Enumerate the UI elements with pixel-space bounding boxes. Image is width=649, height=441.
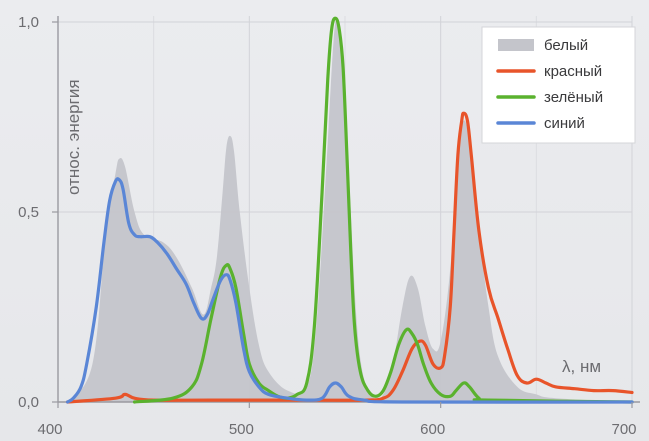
series-3-line [65, 177, 634, 404]
legend: белый красный зелёный синий [481, 26, 636, 144]
x-tick-label-3: 700 [611, 421, 636, 438]
line-series-layer [65, 16, 634, 404]
legend-swatch-0 [498, 39, 534, 51]
series-1-line [65, 111, 634, 404]
x-tick-label-2: 600 [420, 421, 445, 438]
legend-label-1: красный [544, 63, 602, 80]
y-axis-title: относ. энергия [64, 79, 83, 195]
x-axis-title: λ, нм [562, 357, 601, 376]
series-2-line [132, 16, 634, 404]
tick-labels: 400 500 600 700 0,0 0,5 1,0 [18, 14, 636, 438]
legend-label-3: синий [544, 115, 585, 132]
y-tick-label-0: 0,0 [18, 394, 39, 411]
y-tick-label-1: 0,5 [18, 204, 39, 221]
y-tick-label-2: 1,0 [18, 14, 39, 31]
x-tick-label-0: 400 [37, 421, 62, 438]
legend-label-2: зелёный [544, 89, 603, 106]
x-tick-label-1: 500 [229, 421, 254, 438]
legend-label-0: белый [544, 37, 588, 54]
